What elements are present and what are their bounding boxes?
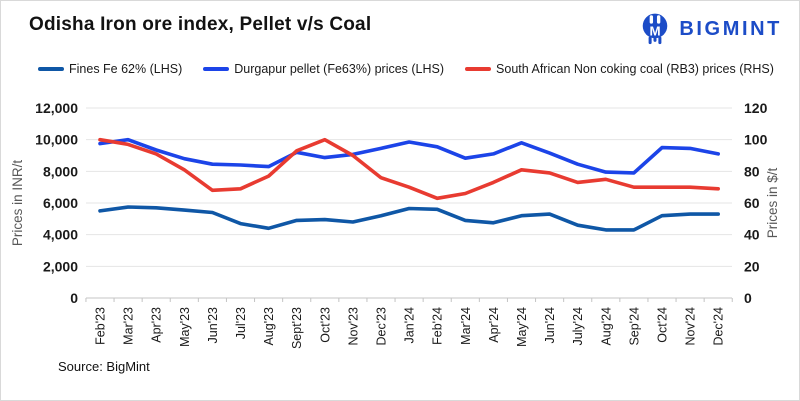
svg-text:4,000: 4,000 (43, 227, 78, 243)
svg-text:Dec'24: Dec'24 (712, 307, 726, 346)
legend-item-coal: South African Non coking coal (RB3) pric… (465, 62, 774, 76)
legend-label-coal: South African Non coking coal (RB3) pric… (496, 62, 774, 76)
svg-text:Mar'24: Mar'24 (459, 307, 473, 345)
bigmint-logo-icon: M (643, 13, 668, 45)
svg-text:60: 60 (744, 195, 760, 211)
svg-text:Aug'24: Aug'24 (599, 307, 613, 346)
chart-title: Odisha Iron ore index, Pellet v/s Coal (29, 14, 372, 35)
chart-legend: Fines Fe 62% (LHS) Durgapur pellet (Fe63… (38, 59, 774, 79)
source-note: Source: BigMint (58, 359, 150, 374)
legend-label-pellet: Durgapur pellet (Fe63%) prices (LHS) (234, 62, 445, 76)
line-chart: 0 2,000 4,000 6,000 8,000 10,000 12,000 0 20 40 60… (10, 100, 780, 349)
svg-text:100: 100 (744, 132, 768, 148)
svg-text:Feb'24: Feb'24 (431, 307, 445, 345)
svg-text:0: 0 (744, 290, 752, 306)
svg-text:Nov'24: Nov'24 (684, 307, 698, 346)
svg-text:Feb'23: Feb'23 (94, 307, 108, 345)
legend-swatch-coal (465, 67, 492, 71)
svg-text:Apr'23: Apr'23 (150, 307, 164, 343)
svg-text:Aug'23: Aug'23 (262, 307, 276, 346)
svg-text:May'23: May'23 (178, 307, 192, 347)
svg-text:Prices in INR/t: Prices in INR/t (10, 160, 25, 247)
legend-item-pellet: Durgapur pellet (Fe63%) prices (LHS) (203, 62, 444, 76)
svg-text:0: 0 (70, 290, 78, 306)
svg-text:Jan'24: Jan'24 (403, 307, 417, 343)
svg-text:Sep'24: Sep'24 (627, 307, 641, 346)
svg-text:Dec'23: Dec'23 (375, 307, 389, 346)
svg-text:Oct'24: Oct'24 (656, 307, 670, 343)
series-line-2 (98, 137, 721, 201)
svg-text:120: 120 (744, 100, 768, 116)
svg-text:Mar'23: Mar'23 (122, 307, 136, 345)
svg-text:M: M (650, 24, 661, 39)
legend-swatch-fines (38, 67, 64, 71)
legend-label-fines: Fines Fe 62% (LHS) (69, 62, 183, 76)
svg-text:40: 40 (744, 227, 760, 243)
svg-text:Jun'24: Jun'24 (543, 307, 557, 343)
svg-text:8,000: 8,000 (43, 163, 78, 179)
svg-text:Sept'23: Sept'23 (290, 307, 304, 349)
svg-text:Oct'23: Oct'23 (318, 307, 332, 343)
bigmint-logo: M BIGMINT (639, 11, 782, 47)
svg-text:Prices in $/t: Prices in $/t (765, 167, 780, 238)
svg-text:10,000: 10,000 (35, 132, 78, 148)
svg-text:Apr'24: Apr'24 (487, 307, 501, 343)
svg-text:80: 80 (744, 163, 760, 179)
svg-text:Jun'23: Jun'23 (206, 307, 220, 343)
legend-swatch-pellet (203, 67, 230, 71)
svg-text:May'24: May'24 (515, 307, 529, 347)
series-line-0 (98, 205, 721, 232)
svg-text:Jul'23: Jul'23 (234, 307, 248, 339)
series-line-1 (98, 137, 721, 175)
svg-text:July'24: July'24 (571, 307, 585, 346)
svg-text:6,000: 6,000 (43, 195, 78, 211)
svg-text:12,000: 12,000 (35, 100, 78, 116)
svg-text:2,000: 2,000 (43, 258, 78, 274)
svg-text:Nov'23: Nov'23 (346, 307, 360, 346)
legend-item-fines: Fines Fe 62% (LHS) (38, 62, 182, 76)
bigmint-logo-text: BIGMINT (679, 17, 782, 40)
svg-text:20: 20 (744, 258, 760, 274)
